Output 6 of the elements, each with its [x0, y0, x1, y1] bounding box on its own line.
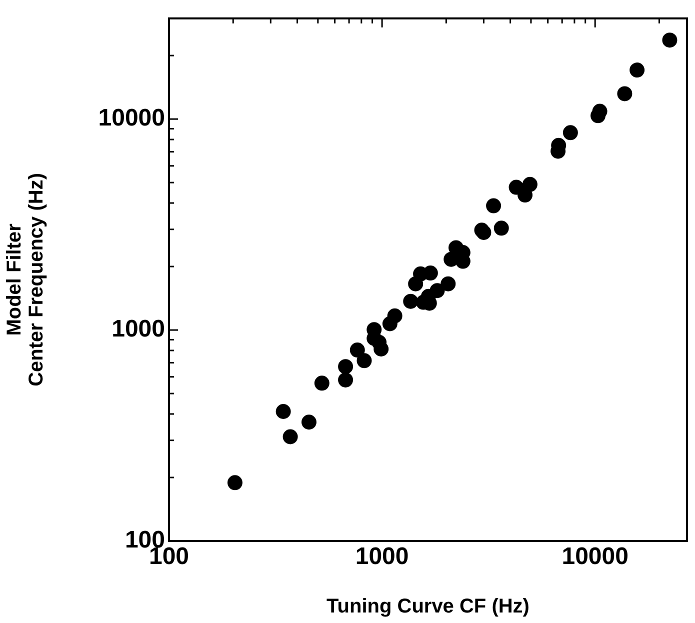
x-tick-label: 1000	[355, 543, 409, 570]
y-tick-label: 10000	[98, 104, 165, 132]
y-axis-title: Model Filter Center Frequency (Hz)	[4, 173, 48, 386]
y-tick-label: 1000	[112, 316, 165, 343]
x-axis-title: Tuning Curve CF (Hz)	[326, 596, 530, 618]
x-tick-label: 10000	[562, 543, 628, 570]
